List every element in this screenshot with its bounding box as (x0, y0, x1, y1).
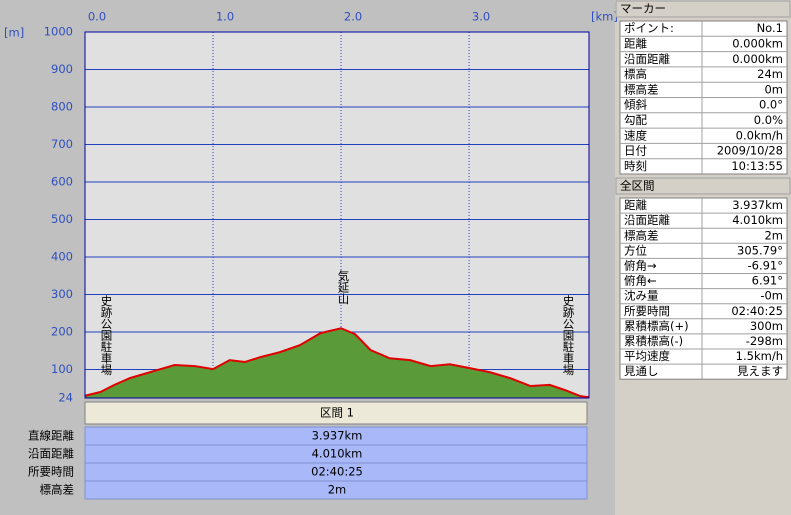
x-axis-label: [km] (591, 10, 618, 24)
panel-row-value: 0.0km/h (736, 128, 783, 142)
section-row-label: 標高差 (40, 483, 75, 497)
section-row-value: 4.010km (312, 447, 363, 461)
panel-title: マーカー (620, 2, 666, 16)
panel-row-label: 勾配 (624, 113, 647, 127)
section-row-value: 3.937km (312, 429, 363, 443)
y-tick-label: 700 (51, 137, 73, 151)
panel-row-label: 時刻 (624, 159, 647, 173)
panel-row-label: 所要時間 (624, 304, 670, 318)
y-tick-label: 800 (51, 100, 73, 114)
panel-row-label: 傾斜 (624, 98, 647, 112)
panel-title: 全区間 (620, 179, 655, 193)
x-tick-label: 1.0 (216, 10, 234, 24)
y-tick-label: 600 (51, 175, 73, 189)
panel-row-value: 3.937km (732, 198, 783, 212)
panel-row-label: ポイント: (624, 21, 674, 35)
y-tick-label: 400 (51, 250, 73, 264)
section-row-label: 沿面距離 (28, 447, 74, 461)
panel-row-label: 距離 (624, 36, 647, 50)
panel-row-label: 俯角→ (624, 258, 657, 272)
panel-row-value: 24m (757, 67, 783, 81)
annotation: 気延山 (337, 269, 351, 304)
panel-row-label: 累積標高(-) (624, 334, 683, 348)
panel-row-label: 標高 (624, 67, 647, 81)
panel-row-value: 0.000km (732, 52, 783, 66)
panel-row-value: 0.0° (759, 98, 783, 112)
x-tick-label: 0.0 (88, 10, 106, 24)
panel-row-label: 日付 (624, 144, 647, 158)
panel-row-label: 沈み量 (624, 289, 659, 303)
annotation: 史跡公園駐車場 (562, 295, 576, 376)
panel-row-value: 4.010km (732, 213, 783, 227)
panel-row-label: 見通し (624, 364, 659, 378)
panel-row-label: 沿面距離 (624, 52, 670, 66)
x-tick-label: 2.0 (344, 10, 362, 24)
section-row-label: 直線距離 (28, 429, 74, 443)
panel-row-value: 2009/10/28 (717, 144, 783, 158)
panel-row-value: 300m (750, 319, 783, 333)
profile-line (84, 327, 590, 399)
panel-row-value: 02:40:25 (731, 304, 783, 318)
panel-row-label: 累積標高(+) (624, 319, 689, 333)
section-row-label: 所要時間 (28, 465, 74, 479)
y-tick-label: 500 (51, 212, 73, 226)
y-axis-label: [m] (4, 26, 24, 40)
section-header-text: 区間 1 (320, 406, 354, 420)
panel-row-value: 305.79° (737, 243, 783, 257)
panel-row-label: 平均速度 (624, 349, 670, 363)
x-tick-label: 3.0 (472, 10, 490, 24)
panel-row-value: 6.91° (752, 274, 783, 288)
panel-row-label: 標高差 (624, 228, 659, 242)
profile-area (85, 328, 589, 398)
y-tick-label: 300 (51, 287, 73, 301)
panel-row-label: 標高差 (624, 82, 659, 96)
y-tick-label: 100 (51, 362, 73, 376)
panel-row-value: -0m (760, 289, 783, 303)
annotation: 史跡公園駐車場 (100, 295, 114, 376)
panel-row-value: 2m (764, 228, 783, 242)
section-row (84, 480, 588, 500)
panel-row-value: 0m (764, 82, 783, 96)
y-tick-label: 200 (51, 325, 73, 339)
panel-row-value: 0.0% (754, 113, 783, 127)
y-tick-label: 900 (51, 62, 73, 76)
y-tick-label: 24 (58, 391, 73, 405)
panel-row-value: 0.000km (732, 36, 783, 50)
y-tick-label: 1000 (44, 25, 73, 39)
panel-row-label: 距離 (624, 198, 647, 212)
panel-row-label: 沿面距離 (624, 213, 670, 227)
panel-row-value: -298m (746, 334, 783, 348)
panel-row-label: 方位 (624, 243, 647, 257)
panel-title-bar (615, 177, 791, 195)
panel-row-value: 1.5km/h (736, 349, 783, 363)
section-row-value: 02:40:25 (311, 465, 363, 479)
section-header (84, 401, 588, 425)
plot-border (84, 31, 590, 399)
panel-row-value: 10:13:55 (731, 159, 783, 173)
panel-row-label: 速度 (624, 128, 647, 142)
panel-title-bar (615, 0, 791, 18)
panel-row-value: No.1 (757, 21, 783, 35)
panel-row-value: 見えます (737, 364, 783, 378)
panel-row-value: -6.91° (747, 258, 783, 272)
panel-row-label: 俯角← (624, 274, 657, 288)
section-row-value: 2m (328, 483, 347, 497)
